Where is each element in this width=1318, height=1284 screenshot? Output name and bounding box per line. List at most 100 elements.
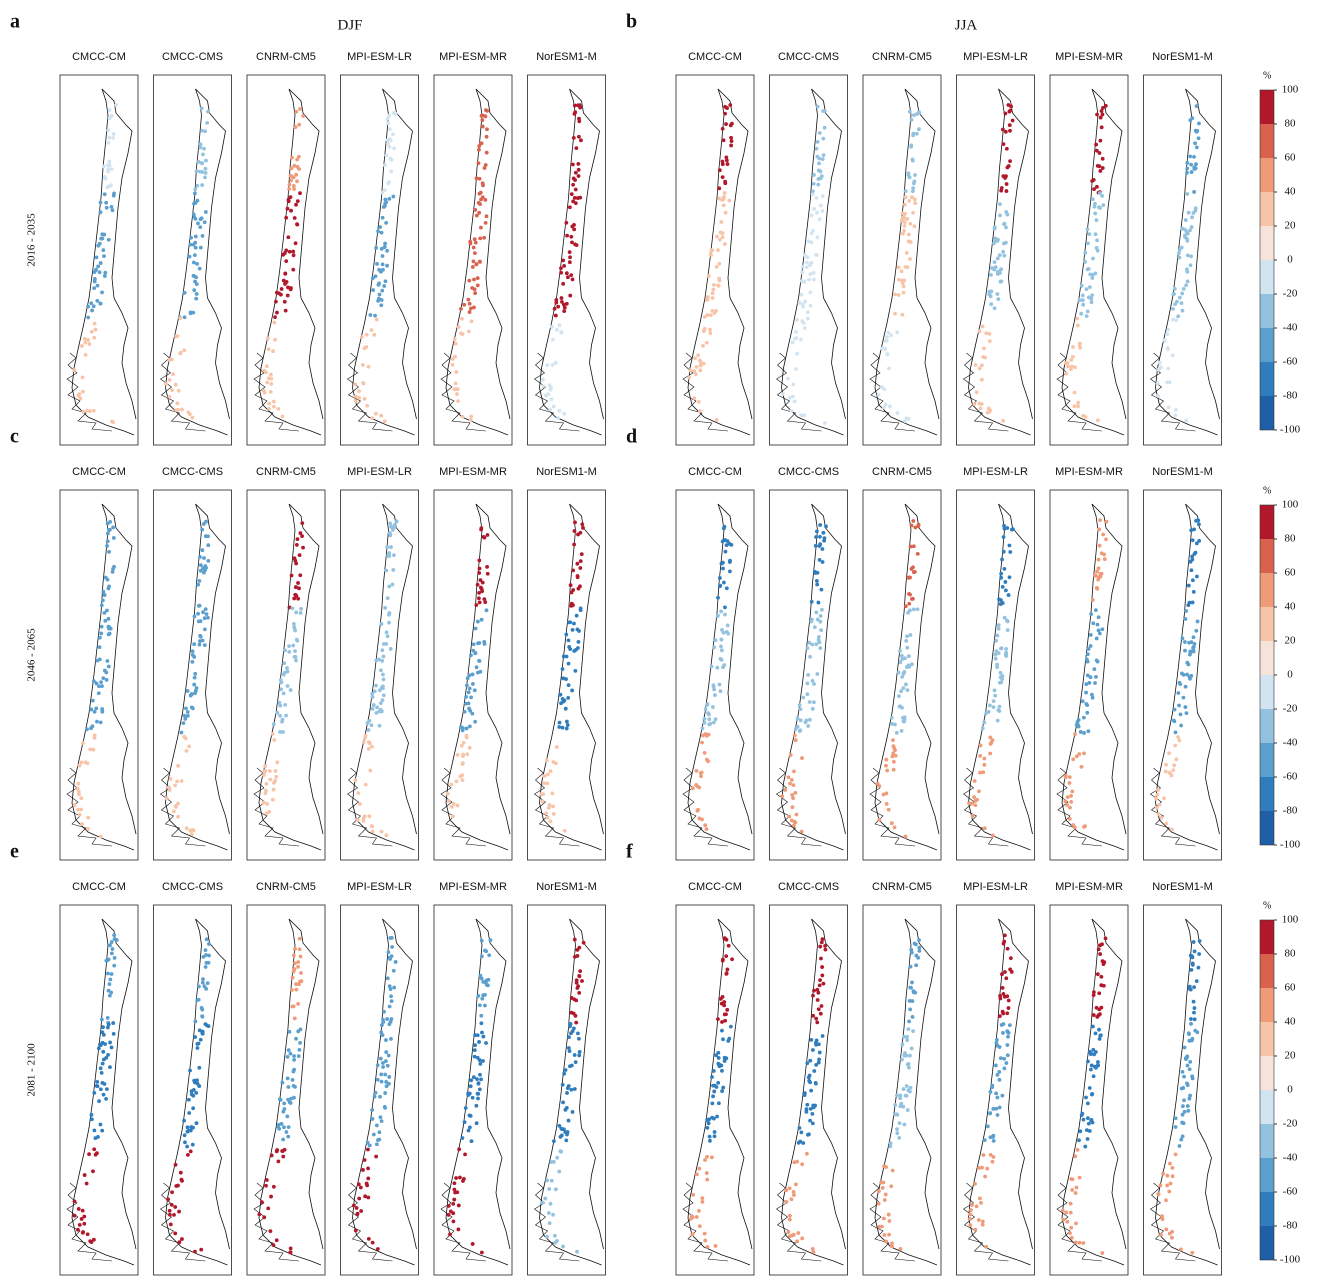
station-dot <box>1154 796 1158 801</box>
station-dot <box>77 763 82 768</box>
station-dot <box>108 1065 112 1070</box>
station-dot <box>111 193 116 198</box>
station-dot <box>80 389 85 394</box>
station-dot <box>1100 1251 1105 1255</box>
station-dot <box>476 201 481 205</box>
station-dot <box>912 941 917 946</box>
station-dot <box>466 297 471 302</box>
station-dot <box>284 280 289 284</box>
station-dot <box>366 1236 371 1241</box>
station-dot <box>549 1178 554 1183</box>
station-dot <box>564 1138 569 1143</box>
station-dot <box>463 1106 468 1110</box>
station-dot <box>712 1130 717 1134</box>
station-dot <box>373 313 377 318</box>
station-dot <box>711 287 716 292</box>
station-dot <box>905 688 910 693</box>
station-dot <box>973 363 978 367</box>
station-dot <box>794 367 799 371</box>
station-dot <box>898 1247 903 1251</box>
station-dot <box>567 250 572 255</box>
station-dot <box>192 288 197 293</box>
station-dot <box>910 1015 915 1019</box>
station-dot <box>469 319 474 324</box>
station-dot <box>719 561 724 566</box>
station-dot <box>290 155 294 160</box>
model-name: CMCC-CM <box>688 51 742 63</box>
station-dot <box>203 564 208 568</box>
station-dot <box>184 748 189 753</box>
station-dot <box>291 621 296 626</box>
map <box>160 918 230 1266</box>
station-dot <box>391 553 396 558</box>
station-dot <box>164 796 169 801</box>
station-dot <box>378 1094 382 1099</box>
station-dot <box>719 609 724 614</box>
station-dot <box>999 186 1004 190</box>
station-dot <box>996 623 1001 628</box>
station-dot <box>817 983 822 988</box>
station-dot <box>1190 578 1195 583</box>
station-dot <box>810 1048 815 1052</box>
station-dot <box>981 346 986 351</box>
station-dot <box>1089 1063 1094 1068</box>
station-dot <box>1173 1152 1178 1157</box>
station-dot <box>999 575 1004 580</box>
colorbar-bin <box>1260 743 1274 777</box>
station-dot <box>291 249 296 254</box>
station-dot <box>274 1238 279 1243</box>
map-outline <box>66 918 137 1266</box>
station-dot <box>458 1175 462 1180</box>
station-dot <box>1074 1221 1078 1226</box>
station-dot <box>992 226 997 231</box>
station-dot <box>1099 125 1104 130</box>
station-dot <box>353 778 358 783</box>
station-dot <box>907 1019 911 1024</box>
station-dot <box>819 174 824 179</box>
station-dot <box>546 805 551 810</box>
map-frame <box>675 904 755 1276</box>
station-dot <box>1069 1225 1074 1230</box>
station-dot <box>285 684 290 688</box>
station-dot <box>198 555 202 559</box>
station-dot <box>903 211 908 216</box>
station-dot <box>688 368 693 373</box>
station-dot <box>581 525 585 530</box>
station-dot <box>722 194 726 199</box>
station-dot <box>365 1140 370 1145</box>
station-dot <box>700 1199 705 1204</box>
station-dot <box>917 127 921 132</box>
station-dot <box>178 1170 183 1175</box>
station-dot <box>877 818 882 822</box>
station-dot <box>820 965 825 969</box>
station-dot <box>101 164 106 169</box>
station-dot <box>1165 332 1169 337</box>
station-dot <box>998 279 1003 284</box>
station-dot <box>1075 316 1080 321</box>
station-dot <box>1090 692 1094 697</box>
station-dot <box>571 176 576 181</box>
station-dot <box>201 522 206 526</box>
station-dot <box>1008 956 1013 961</box>
station-dot <box>1094 246 1099 250</box>
station-dot <box>196 619 201 624</box>
station-dot <box>718 230 723 235</box>
station-dot <box>577 1050 582 1054</box>
station-dot <box>483 163 488 167</box>
station-dot <box>562 1071 567 1076</box>
station-dot <box>805 1102 810 1107</box>
station-dot <box>992 267 997 272</box>
station-dot <box>1087 232 1092 237</box>
station-dot <box>1085 652 1090 657</box>
colorbar-bin <box>1260 777 1274 811</box>
station-dot <box>266 1206 271 1211</box>
station-dot <box>907 999 912 1003</box>
station-dot <box>559 1133 564 1138</box>
station-dot <box>1092 667 1097 672</box>
station-dot <box>716 248 720 253</box>
station-dot <box>292 163 297 168</box>
station-dot <box>368 768 373 773</box>
station-dot <box>903 189 908 194</box>
colorbar-tick-label: 60 <box>1285 152 1297 164</box>
station-dot <box>293 125 298 129</box>
